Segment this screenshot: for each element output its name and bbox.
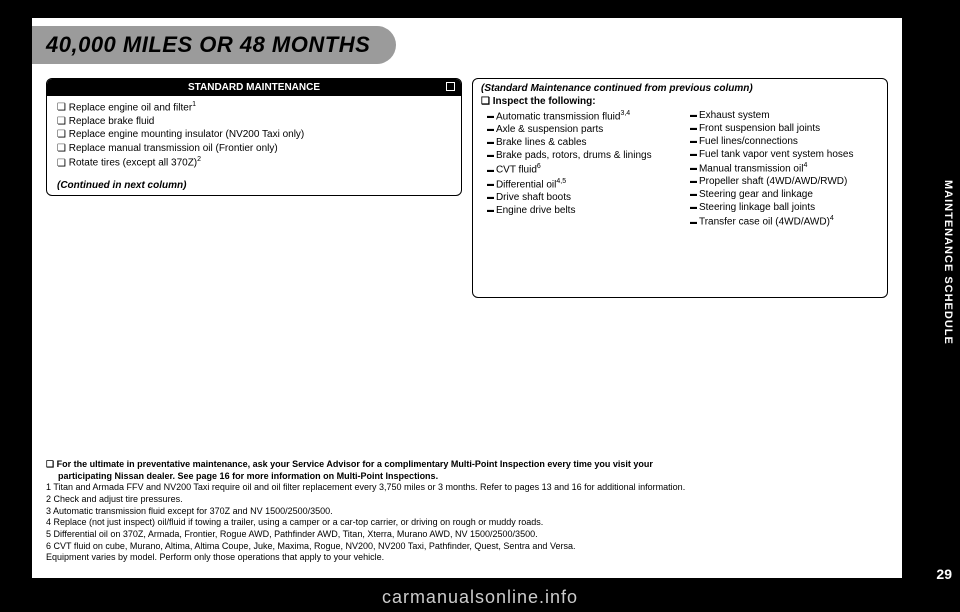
inspect-label: Inspect the following: — [473, 96, 887, 109]
inspect-columns: Automatic transmission fluid3,4Axle & su… — [473, 109, 887, 235]
standard-maintenance-box: STANDARD MAINTENANCE Replace engine oil … — [46, 78, 462, 196]
footnote-list: 1 Titan and Armada FFV and NV200 Taxi re… — [46, 482, 888, 564]
inspect-item: Fuel tank vapor vent system hoses — [684, 148, 879, 161]
inspect-item: CVT fluid6 — [481, 162, 676, 176]
inspect-item: Differential oil4,5 — [481, 177, 676, 191]
inspect-item: Exhaust system — [684, 109, 879, 122]
footnote-lead: For the ultimate in preventative mainten… — [46, 459, 888, 471]
footnote-line: 3 Automatic transmission fluid except fo… — [46, 506, 888, 518]
maintenance-item: Replace engine mounting insulator (NV200… — [57, 128, 451, 142]
manual-page: 40,000 MILES OR 48 MONTHS STANDARD MAINT… — [32, 18, 902, 578]
box-body: Replace engine oil and filter1Replace br… — [47, 96, 461, 176]
maintenance-item: Replace manual transmission oil (Frontie… — [57, 142, 451, 156]
content-columns: STANDARD MAINTENANCE Replace engine oil … — [46, 78, 888, 298]
footnotes: For the ultimate in preventative mainten… — [46, 459, 888, 564]
inspect-item: Engine drive belts — [481, 204, 676, 217]
inspect-item: Steering gear and linkage — [684, 188, 879, 201]
continued-header: (Standard Maintenance continued from pre… — [473, 79, 887, 96]
box-header: STANDARD MAINTENANCE — [47, 79, 461, 96]
maintenance-item: Replace brake fluid — [57, 115, 451, 129]
inspect-item: Manual transmission oil4 — [684, 161, 879, 175]
maintenance-item: Replace engine oil and filter1 — [57, 100, 451, 115]
inspect-item: Front suspension ball joints — [684, 122, 879, 135]
inspect-item: Brake lines & cables — [481, 136, 676, 149]
checkbox-icon — [446, 82, 455, 91]
inspect-item: Brake pads, rotors, drums & linings — [481, 149, 676, 162]
box-header-text: STANDARD MAINTENANCE — [188, 82, 320, 93]
section-title: 40,000 MILES OR 48 MONTHS — [46, 32, 370, 58]
footnote-line: 6 CVT fluid on cube, Murano, Altima, Alt… — [46, 541, 888, 553]
footnote-line: 1 Titan and Armada FFV and NV200 Taxi re… — [46, 482, 888, 494]
inspect-col-2: Exhaust systemFront suspension ball join… — [684, 109, 879, 229]
footnote-line: Equipment varies by model. Perform only … — [46, 552, 888, 564]
continued-note: (Continued in next column) — [47, 176, 461, 191]
maintenance-item: Rotate tires (except all 370Z)2 — [57, 155, 451, 170]
inspect-col-1: Automatic transmission fluid3,4Axle & su… — [481, 109, 676, 229]
continued-maintenance-box: (Standard Maintenance continued from pre… — [472, 78, 888, 298]
inspect-item: Steering linkage ball joints — [684, 201, 879, 214]
inspect-item: Axle & suspension parts — [481, 123, 676, 136]
side-tab-label: MAINTENANCE SCHEDULE — [942, 180, 954, 345]
section-title-bar: 40,000 MILES OR 48 MONTHS — [32, 26, 396, 64]
footnote-line: 2 Check and adjust tire pressures. — [46, 494, 888, 506]
page-number: 29 — [936, 566, 952, 582]
footnote-line: 4 Replace (not just inspect) oil/fluid i… — [46, 517, 888, 529]
watermark: carmanualsonline.info — [0, 587, 960, 608]
inspect-item: Transfer case oil (4WD/AWD)4 — [684, 214, 879, 228]
footnote-lead-2: participating Nissan dealer. See page 16… — [46, 471, 888, 483]
footnote-line: 5 Differential oil on 370Z, Armada, Fron… — [46, 529, 888, 541]
inspect-item: Drive shaft boots — [481, 191, 676, 204]
inspect-item: Automatic transmission fluid3,4 — [481, 109, 676, 123]
inspect-item: Propeller shaft (4WD/AWD/RWD) — [684, 175, 879, 188]
inspect-item: Fuel lines/connections — [684, 135, 879, 148]
